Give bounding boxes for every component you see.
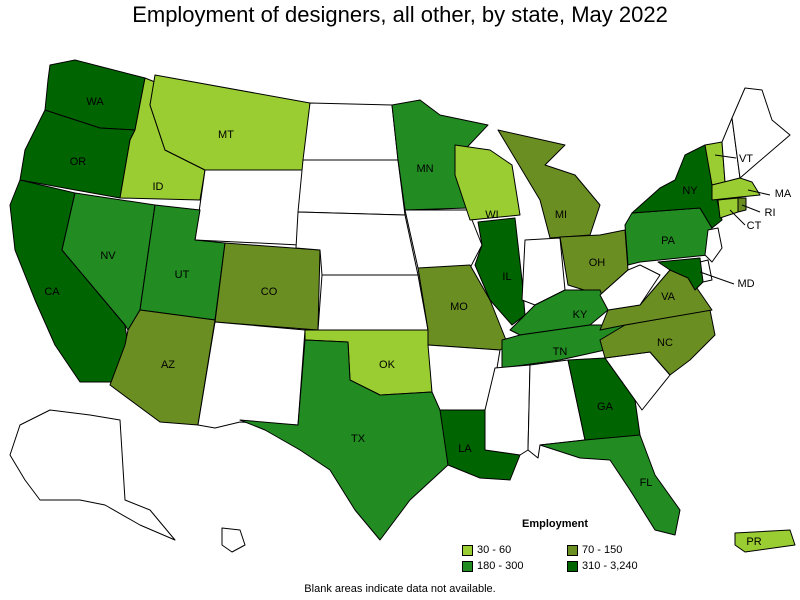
legend-label: 180 - 300: [477, 560, 524, 572]
label-va: VA: [661, 291, 676, 303]
label-or: OR: [70, 156, 87, 168]
leader-ma: [747, 189, 771, 196]
state-pr[interactable]: [734, 529, 796, 553]
label-wa: WA: [86, 96, 104, 108]
state-hi[interactable]: [221, 527, 246, 553]
state-nj[interactable]: [704, 227, 723, 263]
label-ct: CT: [747, 220, 762, 232]
legend-swatch: [462, 544, 473, 556]
label-tx: TX: [351, 433, 366, 445]
label-ok: OK: [379, 359, 396, 371]
state-ak[interactable]: [9, 409, 176, 541]
legend-title: Employment: [522, 518, 589, 530]
legend: Employment 30 - 60 70 - 150 180 - 300 31…: [462, 518, 662, 572]
leader-vt: [714, 154, 737, 159]
state-ia[interactable]: [404, 209, 483, 269]
state-fl[interactable]: [539, 434, 681, 536]
label-mn: MN: [416, 163, 433, 175]
legend-item: 310 - 3,240: [567, 560, 677, 572]
state-ma[interactable]: [711, 177, 761, 201]
label-ca: CA: [44, 286, 60, 298]
legend-label: 310 - 3,240: [582, 560, 638, 572]
state-wv[interactable]: [599, 264, 661, 311]
label-ri: RI: [765, 207, 776, 219]
label-oh: OH: [589, 257, 606, 269]
state-va[interactable]: [599, 269, 713, 331]
label-fl: FL: [640, 477, 653, 489]
leader-ri: [741, 204, 761, 213]
state-md[interactable]: [657, 257, 704, 291]
label-pr: PR: [746, 536, 761, 548]
legend-item: 70 - 150: [567, 544, 677, 556]
label-vt: VT: [739, 153, 753, 165]
label-id: ID: [153, 181, 164, 193]
label-pa: PA: [661, 235, 676, 247]
state-labels: WA OR CA ID MT NV UT AZ CO TX OK MN WI M…: [44, 96, 792, 548]
legend-item: 180 - 300: [462, 560, 567, 572]
leader-ct: [729, 209, 746, 226]
legend-label: 70 - 150: [582, 544, 623, 556]
label-nv: NV: [100, 250, 116, 262]
label-mo: MO: [450, 301, 468, 313]
label-ny: NY: [682, 185, 698, 197]
label-il: IL: [502, 271, 511, 283]
state-me[interactable]: [731, 87, 791, 179]
state-il[interactable]: [474, 217, 526, 326]
legend-swatch: [462, 560, 473, 572]
legend-label: 30 - 60: [477, 544, 512, 556]
leader-md: [699, 271, 735, 285]
state-nm[interactable]: [197, 321, 306, 429]
label-md: MD: [737, 278, 754, 290]
label-ut: UT: [175, 269, 190, 281]
state-sd[interactable]: [297, 159, 406, 216]
label-ky: KY: [573, 309, 588, 321]
footnote: Blank areas indicate data not available.: [304, 583, 496, 595]
state-mi[interactable]: [497, 129, 601, 239]
legend-item: 30 - 60: [462, 544, 567, 556]
label-co: CO: [261, 286, 278, 298]
label-ga: GA: [597, 401, 614, 413]
map-title: Employment of designers, all other, by s…: [132, 2, 668, 27]
label-la: LA: [458, 443, 472, 455]
state-wy[interactable]: [194, 169, 306, 246]
label-wi: WI: [485, 209, 498, 221]
state-wi[interactable]: [454, 144, 521, 221]
label-mt: MT: [218, 129, 234, 141]
label-ma: MA: [775, 188, 792, 200]
state-nd[interactable]: [302, 102, 399, 161]
label-nc: NC: [657, 337, 673, 349]
leader-lines: [699, 154, 771, 285]
legend-swatch: [567, 544, 578, 556]
label-tn: TN: [553, 346, 568, 358]
label-az: AZ: [161, 359, 175, 371]
state-tx[interactable]: [239, 339, 449, 541]
legend-swatch: [567, 560, 578, 572]
label-mi: MI: [555, 209, 567, 221]
state-ks[interactable]: [317, 274, 429, 331]
